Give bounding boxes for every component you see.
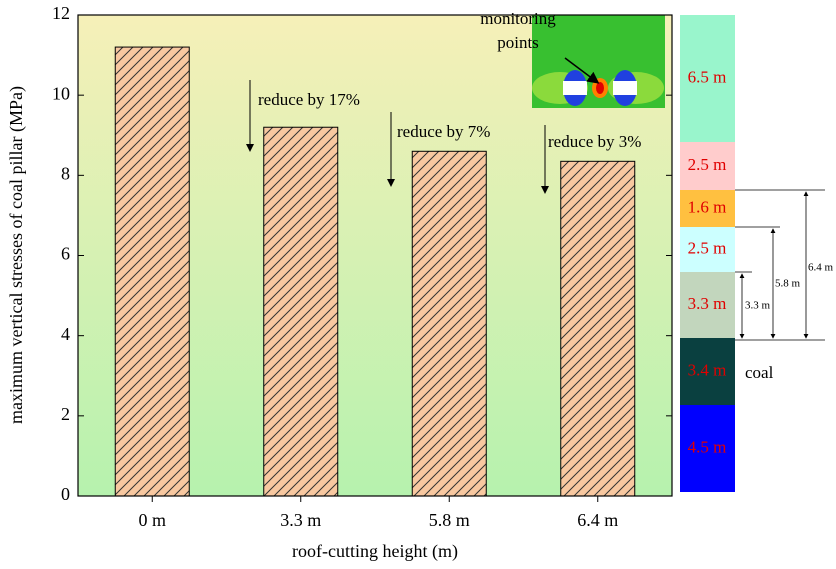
y-tick-label: 12 xyxy=(52,3,70,23)
y-tick-label: 8 xyxy=(61,163,70,183)
y-tick-label: 6 xyxy=(61,244,70,264)
bar-hatch xyxy=(115,47,189,496)
y-tick-label: 2 xyxy=(61,404,70,424)
y-tick-label: 10 xyxy=(52,83,70,103)
y-tick-label: 0 xyxy=(61,484,70,504)
annotation: reduce by 7% xyxy=(397,122,490,141)
bar-hatch xyxy=(561,161,635,496)
dimension-label: 6.4 m xyxy=(808,262,834,274)
stratum-label: 3.3 m xyxy=(688,294,727,313)
stratum-label: 6.5 m xyxy=(688,67,727,86)
annotation: reduce by 3% xyxy=(548,132,641,151)
x-tick-label: 5.8 m xyxy=(429,510,470,530)
inset xyxy=(532,15,665,108)
coal-label: coal xyxy=(745,363,774,382)
stratum-label: 2.5 m xyxy=(688,238,727,257)
y-tick-label: 4 xyxy=(61,324,70,344)
dimension-label: 5.8 m xyxy=(775,278,801,290)
inset-label: points xyxy=(497,33,539,52)
bar-hatch xyxy=(264,127,338,496)
annotation: reduce by 17% xyxy=(258,90,360,109)
bar-hatch xyxy=(412,151,486,496)
stratum-label: 2.5 m xyxy=(688,155,727,174)
stratum-label: 4.5 m xyxy=(688,437,727,456)
x-axis-label: roof-cutting height (m) xyxy=(292,541,458,562)
x-tick-label: 6.4 m xyxy=(577,510,618,530)
inset-label: monitoring xyxy=(480,9,556,28)
chart: monitoring points roof-cutting height (m… xyxy=(0,0,836,569)
x-tick-label: 0 m xyxy=(138,510,166,530)
stratum-label: 3.4 m xyxy=(688,360,727,379)
dimension-label: 3.3 m xyxy=(745,300,771,312)
stratum-label: 1.6 m xyxy=(688,197,727,216)
x-tick-label: 3.3 m xyxy=(280,510,321,530)
y-axis-label: maximum vertical stresses of coal pillar… xyxy=(6,86,27,424)
